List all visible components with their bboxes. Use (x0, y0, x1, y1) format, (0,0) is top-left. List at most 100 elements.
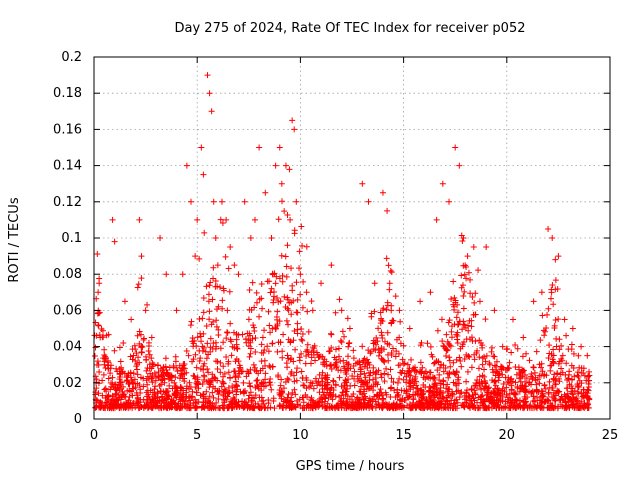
data-point (418, 339, 425, 346)
data-point (220, 402, 227, 409)
data-point (467, 290, 474, 297)
data-point (120, 339, 127, 346)
data-point (218, 383, 225, 390)
data-point (406, 367, 413, 374)
data-point (220, 287, 227, 294)
data-point (280, 331, 287, 338)
data-point (186, 385, 193, 392)
data-point (247, 350, 254, 357)
y-tick-label: 0.1 (61, 231, 82, 246)
data-point (112, 397, 119, 404)
data-point (563, 332, 570, 339)
data-point (475, 365, 482, 372)
data-point (473, 350, 480, 357)
data-point (457, 358, 464, 365)
data-point (568, 341, 575, 348)
data-point (207, 348, 214, 355)
data-point (552, 256, 559, 263)
data-point (105, 393, 112, 400)
data-point (387, 366, 394, 373)
data-point (520, 334, 527, 341)
data-point (390, 317, 397, 324)
data-point (546, 342, 553, 349)
data-point (361, 399, 368, 406)
data-point (374, 391, 381, 398)
data-point (446, 342, 453, 349)
data-point (552, 277, 559, 284)
data-point (532, 377, 539, 384)
data-point (138, 348, 145, 355)
data-point (255, 383, 262, 390)
data-point (507, 376, 514, 383)
data-point (333, 356, 340, 363)
data-point (259, 305, 266, 312)
data-point (320, 359, 327, 366)
data-point (550, 352, 557, 359)
data-point (181, 370, 188, 377)
data-point (209, 296, 216, 303)
data-point (510, 389, 517, 396)
data-point (542, 385, 549, 392)
data-point (133, 398, 140, 405)
data-point (372, 404, 379, 411)
data-point (132, 384, 139, 391)
y-tick-label: 0.08 (53, 267, 82, 282)
data-point (521, 386, 528, 393)
data-point (168, 373, 175, 380)
data-point (142, 307, 149, 314)
data-point (225, 390, 232, 397)
data-point (557, 396, 564, 403)
data-point (109, 396, 116, 403)
data-point (498, 366, 505, 373)
data-point (454, 336, 461, 343)
data-point (326, 389, 333, 396)
data-point (469, 401, 476, 408)
data-point (476, 379, 483, 386)
data-point (267, 364, 274, 371)
data-point (455, 374, 462, 381)
data-point (272, 325, 279, 332)
data-point (460, 293, 467, 300)
data-point (322, 404, 329, 411)
data-point (468, 323, 475, 330)
data-point (415, 398, 422, 405)
data-point (163, 367, 170, 374)
data-point (258, 341, 265, 348)
data-point (246, 353, 253, 360)
data-point (220, 363, 227, 370)
data-point (219, 305, 226, 312)
data-point (272, 324, 279, 331)
data-point (130, 400, 137, 407)
data-point (499, 343, 506, 350)
data-point (569, 391, 576, 398)
data-point (319, 369, 326, 376)
data-point (283, 399, 290, 406)
data-point (438, 401, 445, 408)
data-point (216, 405, 223, 412)
data-point (490, 369, 497, 376)
data-point (472, 290, 479, 297)
data-point (96, 368, 103, 375)
data-point (545, 225, 552, 232)
data-point (224, 393, 231, 400)
data-point (491, 377, 498, 384)
data-point (446, 386, 453, 393)
data-point (406, 393, 413, 400)
data-point (381, 338, 388, 345)
data-point (370, 387, 377, 394)
data-point (209, 389, 216, 396)
data-point (393, 348, 400, 355)
data-point (369, 403, 376, 410)
data-point (363, 386, 370, 393)
data-point (92, 389, 99, 396)
data-point (280, 398, 287, 405)
data-point (548, 286, 555, 293)
data-point (300, 278, 307, 285)
data-point (97, 334, 104, 341)
data-point (241, 404, 248, 411)
data-point (359, 180, 366, 187)
data-point (148, 365, 155, 372)
data-point (233, 382, 240, 389)
data-point (512, 342, 519, 349)
data-point (458, 272, 465, 279)
